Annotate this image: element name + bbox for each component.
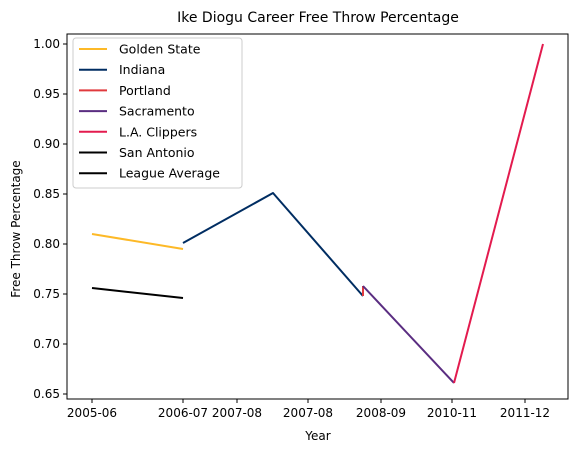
series-line-golden-state — [92, 234, 183, 249]
y-tick-label: 0.95 — [33, 87, 60, 101]
chart-title: Ike Diogu Career Free Throw Percentage — [177, 10, 459, 26]
x-tick-label: 2005-06 — [67, 406, 117, 420]
x-tick-label: 2007-08 — [212, 406, 262, 420]
legend-label-golden-state: Golden State — [119, 42, 201, 57]
legend-label-league-average: League Average — [119, 166, 220, 181]
legend-label-sacramento: Sacramento — [119, 104, 195, 119]
y-axis-label: Free Throw Percentage — [9, 160, 23, 297]
series-line-league-average — [92, 288, 183, 298]
series-line-indiana — [183, 193, 363, 296]
x-tick-label: 2006-07 — [158, 406, 208, 420]
legend-label-san-antonio: San Antonio — [119, 145, 195, 160]
series-line-sacramento — [363, 286, 454, 383]
legend-label-l-a-clippers: L.A. Clippers — [119, 124, 197, 139]
y-tick-label: 0.65 — [33, 387, 60, 401]
x-axis-label: Year — [304, 429, 330, 443]
legend: Golden State Indiana Portland Sacramento L.A… — [73, 38, 242, 188]
x-tick-label: 2010-11 — [427, 406, 477, 420]
legend-label-indiana: Indiana — [119, 62, 165, 77]
series-line-l-a-clippers — [454, 44, 543, 383]
y-tick-label: 0.80 — [33, 237, 60, 251]
y-tick-label: 0.75 — [33, 287, 60, 301]
legend-label-portland: Portland — [119, 83, 171, 98]
y-tick-label: 0.90 — [33, 137, 60, 151]
x-tick-label: 2011-12 — [500, 406, 550, 420]
y-tick-label: 1.00 — [33, 37, 60, 51]
y-tick-label: 0.85 — [33, 187, 60, 201]
y-tick-label: 0.70 — [33, 337, 60, 351]
y-axis: 0.65 0.70 0.75 0.80 0.85 0.90 0.95 1.00 — [33, 37, 67, 401]
x-tick-label: 2007-08 — [283, 406, 333, 420]
x-axis: 2005-06 2006-07 2007-08 2007-08 2008-09 2010-… — [67, 399, 550, 420]
x-tick-label: 2008-09 — [356, 406, 406, 420]
